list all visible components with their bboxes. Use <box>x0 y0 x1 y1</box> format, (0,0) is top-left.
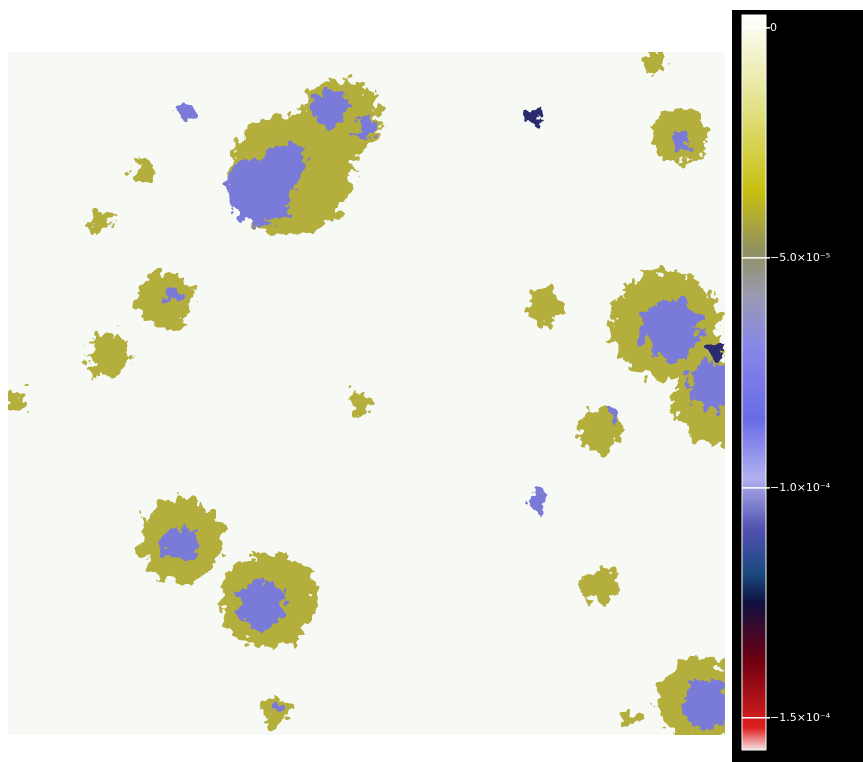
density-blob <box>132 162 152 182</box>
density-blob <box>582 567 618 603</box>
density-blob <box>164 287 180 303</box>
density-blob <box>606 406 618 418</box>
density-blob <box>162 527 198 563</box>
density-blob <box>622 712 638 728</box>
density-blob <box>684 681 725 729</box>
density-blob <box>238 581 286 629</box>
density-blob <box>354 114 376 136</box>
density-blob <box>273 703 283 713</box>
colorbar-tick-label: −5.0×10⁻⁵ <box>770 251 830 264</box>
density-blob <box>137 272 193 328</box>
colorbar-tick-label: −1.0×10⁻⁴ <box>770 481 831 494</box>
density-blob <box>89 211 111 233</box>
density-blob <box>645 52 665 72</box>
density-blob <box>640 300 700 360</box>
colorbar-tick-label: −1.5×10⁻⁴ <box>770 711 831 724</box>
density-blob <box>671 131 689 149</box>
density-blob <box>688 361 725 409</box>
colorbar-tick-label: 0 <box>770 21 777 34</box>
density-blob <box>349 391 371 413</box>
density-blob <box>525 110 541 126</box>
density-blob <box>528 288 562 322</box>
density-field <box>8 52 725 735</box>
density-blob <box>8 390 24 410</box>
density-blob <box>88 333 132 377</box>
density-blob <box>528 490 548 510</box>
density-blob <box>578 408 622 452</box>
density-blob <box>263 143 307 187</box>
density-blob <box>177 105 193 121</box>
colorbar <box>741 14 767 751</box>
density-blob <box>312 92 348 128</box>
density-blob <box>710 342 725 358</box>
